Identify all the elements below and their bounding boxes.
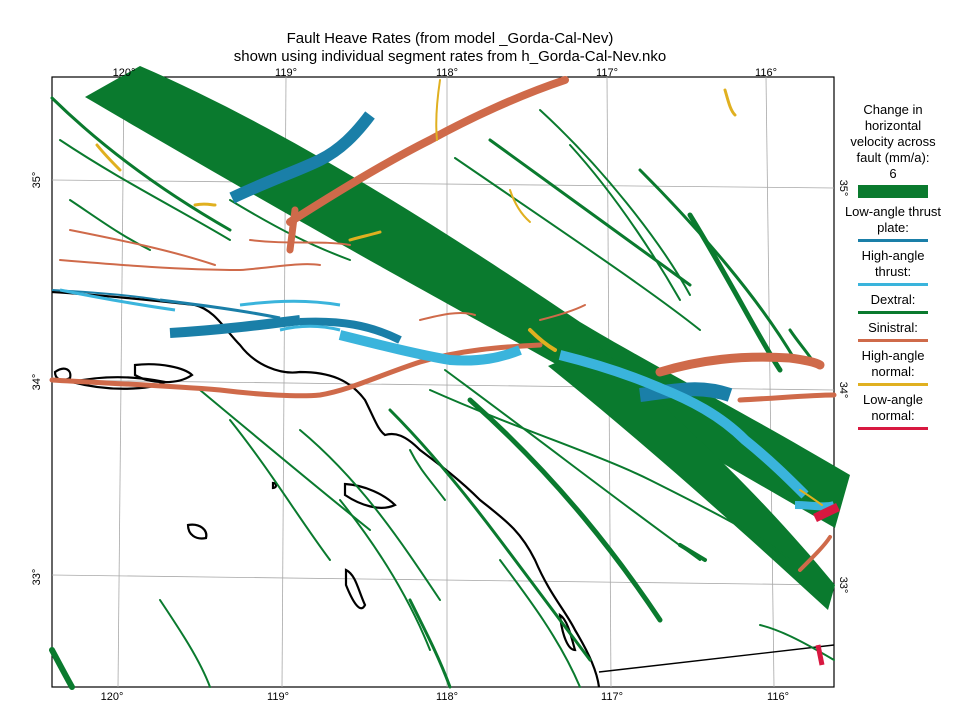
tick-left-34: 34° (31, 374, 43, 391)
legend-item-swatch (858, 239, 928, 242)
tick-bottom-118: 118° (436, 691, 458, 703)
low-angle-thrust-faults (51, 111, 733, 402)
legend-item-swatch (858, 339, 928, 342)
tick-top-119: 119° (275, 67, 297, 79)
tick-left-35: 35° (31, 172, 43, 189)
legend-heading: Change in horizontal velocity across fau… (850, 102, 936, 165)
legend-item-label: Dextral: (870, 292, 916, 307)
tick-bottom-117: 117° (601, 691, 623, 703)
legend-item-label: Sinistral: (868, 320, 918, 335)
tick-bottom-119: 119° (267, 691, 289, 703)
tick-top-116: 116° (755, 67, 777, 79)
tick-right-34: 34° (837, 382, 849, 399)
low-angle-normal-faults (813, 502, 840, 666)
tick-top-118: 118° (436, 67, 458, 79)
high-angle-normal-faults (95, 79, 823, 506)
map-subtitle: shown using individual segment rates fro… (233, 48, 667, 65)
tick-right-33: 33° (837, 577, 849, 594)
tick-top-117: 117° (596, 67, 618, 79)
tick-bottom-120: 120° (101, 691, 124, 703)
legend-item-swatch (858, 427, 928, 430)
legend-item-swatch (858, 311, 928, 314)
legend: Change in horizontal velocity across fau… (843, 102, 943, 436)
high-angle-thrust-faults (59, 288, 836, 511)
legend-scale-value: 6 (889, 166, 897, 181)
legend-item-label: High-angle normal: (861, 348, 925, 379)
map-title: Fault Heave Rates (from model _Gorda-Cal… (286, 30, 614, 47)
legend-item-label: Low-angle normal: (863, 392, 923, 423)
tick-left-33: 33° (31, 569, 43, 586)
legend-item-swatch (858, 383, 928, 386)
tick-top-120: 120° (113, 67, 136, 79)
legend-item-swatch (858, 283, 928, 286)
legend-item-label: Low-angle thrust plate: (844, 204, 942, 235)
coastline (51, 290, 835, 688)
sinistral-faults (49, 76, 837, 572)
tick-bottom-116: 116° (767, 691, 789, 703)
tick-labels: 120° 119° 118° 117° 116° 120° 119° 118° … (31, 67, 849, 703)
tick-right-35: 35° (837, 180, 849, 197)
legend-scale-bar (858, 185, 928, 198)
legend-item-label: High-angle thrust: (861, 248, 925, 279)
